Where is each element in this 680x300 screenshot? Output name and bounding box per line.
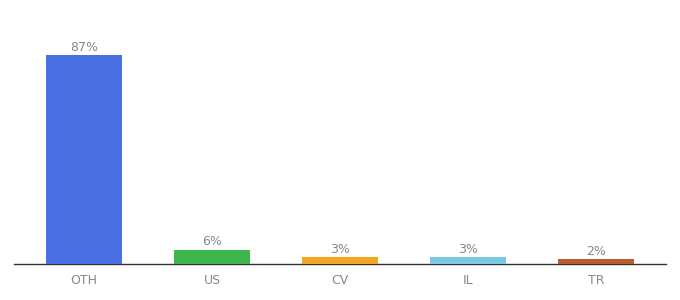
Text: 87%: 87% [70, 41, 98, 54]
Bar [46, 55, 122, 264]
Bar [558, 259, 634, 264]
Text: 6%: 6% [202, 236, 222, 248]
Text: 3%: 3% [458, 243, 478, 256]
Text: 2%: 2% [586, 245, 606, 258]
Bar [173, 250, 250, 264]
Text: 3%: 3% [330, 243, 350, 256]
Bar [430, 257, 507, 264]
Bar [302, 257, 378, 264]
